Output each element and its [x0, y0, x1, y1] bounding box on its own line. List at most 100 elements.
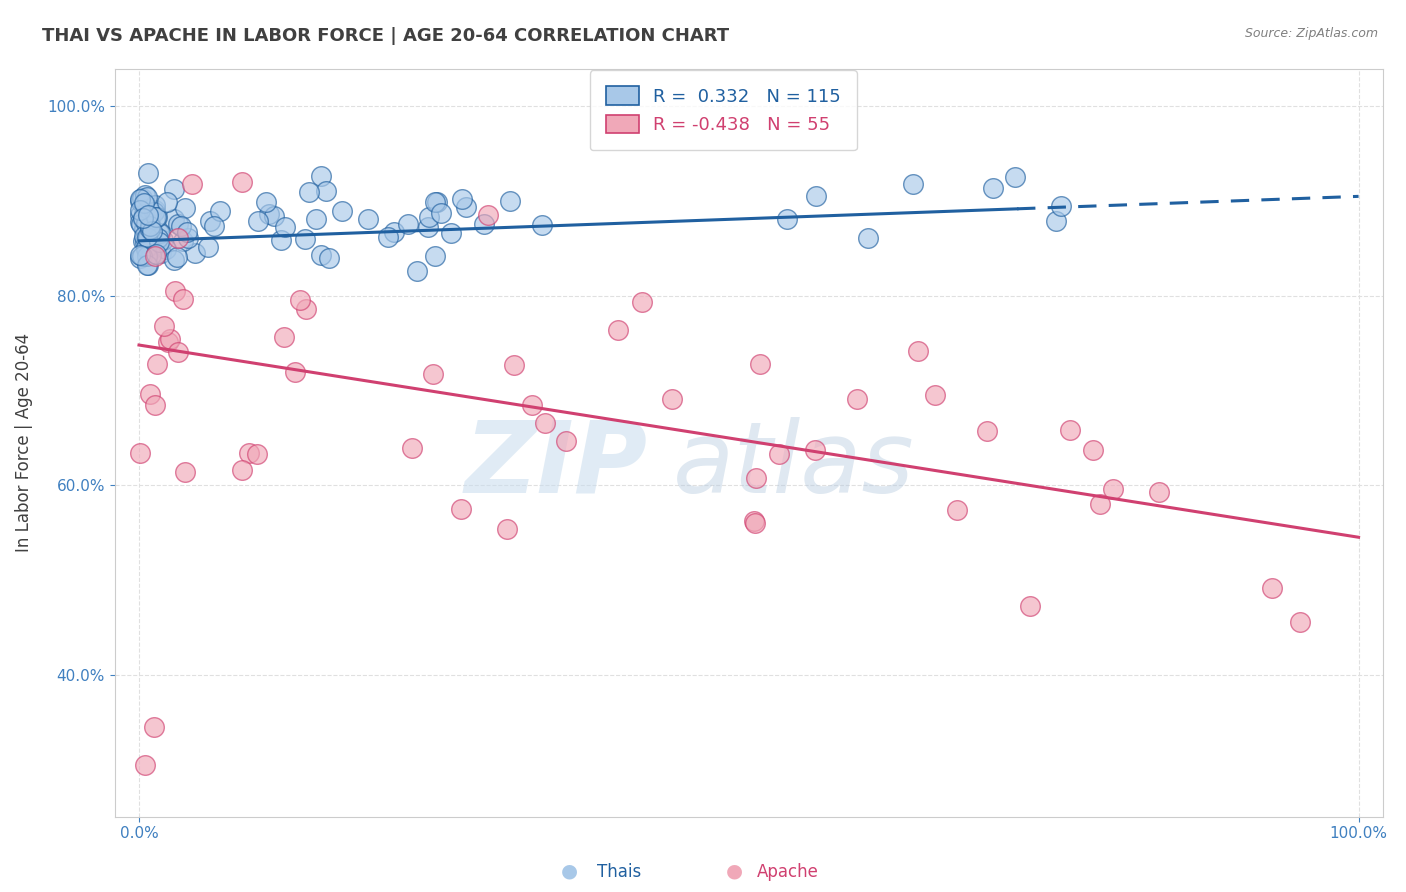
Point	[377, 229, 399, 244]
Point	[156, 335, 179, 350]
Point	[134, 195, 156, 210]
Point	[172, 292, 194, 306]
Point	[176, 225, 198, 239]
Point	[152, 233, 174, 247]
Point	[1102, 482, 1125, 496]
Point	[143, 198, 166, 212]
Point	[231, 463, 253, 477]
Point	[520, 398, 543, 412]
Text: Apache: Apache	[756, 863, 818, 881]
Point	[129, 194, 152, 209]
Point	[155, 242, 177, 256]
Point	[167, 345, 190, 359]
Point	[146, 357, 169, 371]
Point	[396, 217, 419, 231]
Point	[477, 208, 499, 222]
Point	[430, 206, 453, 220]
Point	[135, 241, 157, 255]
Point	[136, 258, 159, 272]
Point	[135, 249, 157, 263]
Point	[416, 220, 439, 235]
Point	[136, 230, 159, 244]
Point	[294, 302, 316, 317]
Point	[132, 234, 155, 248]
Point	[129, 214, 152, 228]
Point	[163, 182, 186, 196]
Point	[141, 248, 163, 262]
Point	[134, 188, 156, 202]
Point	[1049, 199, 1071, 213]
Point	[145, 210, 167, 224]
Point	[298, 185, 321, 199]
Point	[143, 202, 166, 217]
Text: Source: ZipAtlas.com: Source: ZipAtlas.com	[1244, 27, 1378, 40]
Point	[170, 219, 193, 234]
Point	[472, 217, 495, 231]
Point	[554, 434, 576, 448]
Point	[134, 235, 156, 249]
Point	[1045, 213, 1067, 227]
Point	[173, 201, 195, 215]
Point	[254, 195, 277, 210]
Point	[138, 233, 160, 247]
Point	[456, 200, 478, 214]
Point	[661, 392, 683, 406]
Point	[246, 213, 269, 227]
Point	[129, 208, 152, 222]
Point	[776, 211, 799, 226]
Point	[294, 232, 316, 246]
Point	[315, 184, 337, 198]
Point	[139, 217, 162, 231]
Point	[146, 211, 169, 225]
Point	[288, 293, 311, 307]
Point	[129, 218, 152, 232]
Point	[167, 231, 190, 245]
Text: ●: ●	[725, 862, 742, 880]
Point	[907, 343, 929, 358]
Point	[1059, 423, 1081, 437]
Point	[148, 235, 170, 249]
Point	[451, 192, 474, 206]
Point	[976, 424, 998, 438]
Point	[184, 246, 207, 260]
Point	[129, 446, 152, 460]
Point	[146, 232, 169, 246]
Point	[1081, 442, 1104, 457]
Point	[498, 194, 520, 208]
Y-axis label: In Labor Force | Age 20-64: In Labor Force | Age 20-64	[15, 333, 32, 552]
Point	[401, 441, 423, 455]
Point	[405, 264, 427, 278]
Point	[148, 227, 170, 241]
Point	[129, 251, 152, 265]
Point	[159, 332, 181, 346]
Point	[143, 249, 166, 263]
Point	[311, 248, 333, 262]
Point	[357, 211, 380, 226]
Point	[136, 166, 159, 180]
Point	[305, 212, 328, 227]
Point	[744, 516, 766, 530]
Point	[136, 230, 159, 244]
Point	[425, 194, 447, 209]
Point	[742, 514, 765, 528]
Point	[208, 204, 231, 219]
Point	[139, 226, 162, 240]
Point	[139, 219, 162, 234]
Point	[132, 211, 155, 225]
Point	[768, 448, 790, 462]
Point	[141, 204, 163, 219]
Point	[257, 207, 280, 221]
Point	[495, 522, 517, 536]
Point	[1004, 169, 1026, 184]
Point	[744, 471, 766, 485]
Point	[131, 212, 153, 227]
Point	[901, 178, 924, 192]
Point	[135, 227, 157, 242]
Point	[274, 219, 297, 234]
Point	[422, 368, 444, 382]
Point	[129, 202, 152, 217]
Point	[981, 181, 1004, 195]
Text: atlas: atlas	[672, 417, 914, 514]
Point	[167, 217, 190, 231]
Point	[134, 757, 156, 772]
